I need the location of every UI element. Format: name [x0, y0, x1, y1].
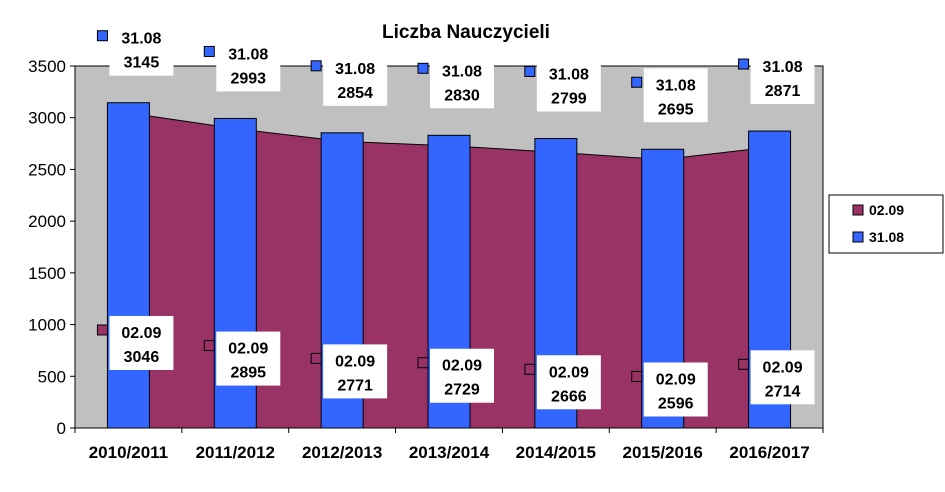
- y-tick-label: 3500: [28, 57, 66, 76]
- data-label-series-name: 02.09: [549, 364, 589, 381]
- legend-item-31-08: 31.08: [852, 229, 904, 245]
- x-tick-label: 2015/2016: [623, 443, 703, 462]
- data-label-02-09-2012-2013: 02.09 2771: [310, 344, 388, 399]
- data-label-marker: [310, 60, 322, 72]
- x-tick-label: 2013/2014: [409, 443, 490, 462]
- y-tick-label: 2500: [28, 160, 66, 179]
- legend-box: [828, 194, 944, 254]
- data-label-value: 3145: [124, 55, 160, 72]
- y-tick-label: 0: [57, 419, 66, 438]
- legend-swatch: [852, 204, 864, 216]
- x-tick-label: 2010/2011: [89, 443, 168, 462]
- data-label-box: [643, 362, 708, 417]
- data-label-series-name: 02.09: [228, 341, 268, 358]
- data-label-value: 2666: [551, 388, 587, 405]
- data-label-marker: [310, 352, 322, 364]
- x-tick-label: 2012/2013: [302, 443, 382, 462]
- bar-31-08-2010-2011: [106, 102, 150, 429]
- data-label-31-08-2015-2016: 31.08 2695: [631, 68, 708, 123]
- data-label-value: 2871: [765, 83, 801, 100]
- data-label-series-name: 31.08: [549, 67, 589, 84]
- data-label-marker: [417, 357, 429, 369]
- data-label-02-09-2016-2017: 02.09 2714: [738, 350, 815, 405]
- y-tick-label: 3000: [28, 109, 66, 128]
- data-label-marker: [631, 76, 643, 88]
- data-label-value: 2895: [230, 365, 266, 382]
- legend-swatch: [852, 231, 864, 243]
- data-label-value: 2729: [444, 382, 480, 399]
- data-label-series-name: 31.08: [228, 46, 268, 63]
- axes-group: 0 500 1000 1500 2000 2500 3000 3500 2010/2011 201…: [28, 57, 824, 462]
- data-label-value: 2714: [765, 383, 801, 400]
- data-label-box: [216, 331, 281, 386]
- y-tick-label: 1500: [28, 264, 66, 283]
- data-label-box: [323, 51, 388, 106]
- data-label-box: [430, 54, 494, 109]
- data-label-02-09-2014-2015: 02.09 2666: [524, 355, 601, 410]
- data-label-series-name: 31.08: [442, 63, 482, 80]
- y-tick-label: 1000: [28, 316, 66, 335]
- x-tick-label: 2011/2012: [196, 443, 275, 462]
- data-label-value: 2830: [444, 87, 480, 104]
- data-label-value: 2993: [230, 70, 266, 87]
- data-label-box: [109, 21, 174, 76]
- data-label-box: [643, 68, 708, 123]
- data-label-box: [536, 57, 601, 112]
- data-label-series-name: 31.08: [121, 31, 161, 48]
- data-label-02-09-2013-2014: 02.09 2729: [417, 348, 494, 403]
- data-label-series-name: 02.09: [335, 353, 375, 370]
- data-label-value: 2695: [658, 101, 694, 118]
- data-label-value: 3046: [124, 349, 160, 366]
- data-label-31-08-2010-2011: 31.08 3145: [96, 21, 174, 76]
- data-label-marker: [738, 58, 750, 70]
- data-label-marker: [524, 66, 536, 78]
- data-label-series-name: 31.08: [335, 61, 375, 78]
- data-label-box: [536, 355, 601, 410]
- data-label-value: 2771: [337, 377, 373, 394]
- data-label-box: [750, 50, 815, 105]
- data-label-02-09-2015-2016: 02.09 2596: [631, 362, 708, 417]
- data-label-box: [750, 350, 815, 405]
- data-label-02-09-2011-2012: 02.09 2895: [203, 331, 281, 386]
- x-tick-label: 2016/2017: [729, 443, 809, 462]
- data-label-marker: [631, 370, 643, 382]
- data-label-series-name: 02.09: [442, 358, 482, 375]
- y-tick-label: 500: [38, 367, 66, 386]
- data-label-value: 2596: [658, 395, 694, 412]
- data-label-series-name: 02.09: [763, 359, 803, 376]
- data-label-31-08-2012-2013: 31.08 2854: [310, 51, 388, 106]
- data-label-marker: [96, 30, 108, 42]
- data-label-marker: [203, 340, 215, 352]
- data-label-02-09-2010-2011: 02.09 3046: [96, 315, 174, 370]
- data-label-31-08-2014-2015: 31.08 2799: [524, 57, 601, 112]
- data-label-marker: [203, 45, 215, 57]
- data-label-marker: [96, 324, 108, 336]
- data-label-31-08-2016-2017: 31.08 2871: [738, 50, 815, 105]
- y-tick-label: 2000: [28, 212, 66, 231]
- data-label-series-name: 31.08: [763, 59, 803, 76]
- data-label-value: 2799: [551, 91, 587, 108]
- x-tick-label: 2014/2015: [516, 443, 596, 462]
- chart-title: Liczba Nauczycieli: [382, 22, 550, 43]
- legend-label: 02.09: [869, 202, 904, 218]
- legend: 02.09 31.08: [828, 194, 944, 254]
- data-label-series-name: 31.08: [656, 77, 696, 94]
- data-label-box: [109, 315, 174, 370]
- data-label-box: [323, 344, 388, 399]
- data-label-value: 2854: [337, 85, 373, 102]
- data-label-box: [430, 348, 494, 403]
- data-label-31-08-2013-2014: 31.08 2830: [417, 54, 494, 109]
- data-label-box: [216, 37, 281, 92]
- data-label-31-08-2011-2012: 31.08 2993: [203, 37, 281, 92]
- data-label-series-name: 02.09: [121, 325, 161, 342]
- data-label-marker: [524, 363, 536, 375]
- legend-item-02-09: 02.09: [852, 202, 904, 218]
- data-label-series-name: 02.09: [656, 371, 696, 388]
- legend-label: 31.08: [869, 229, 904, 245]
- data-label-marker: [417, 62, 429, 74]
- data-label-marker: [738, 358, 750, 370]
